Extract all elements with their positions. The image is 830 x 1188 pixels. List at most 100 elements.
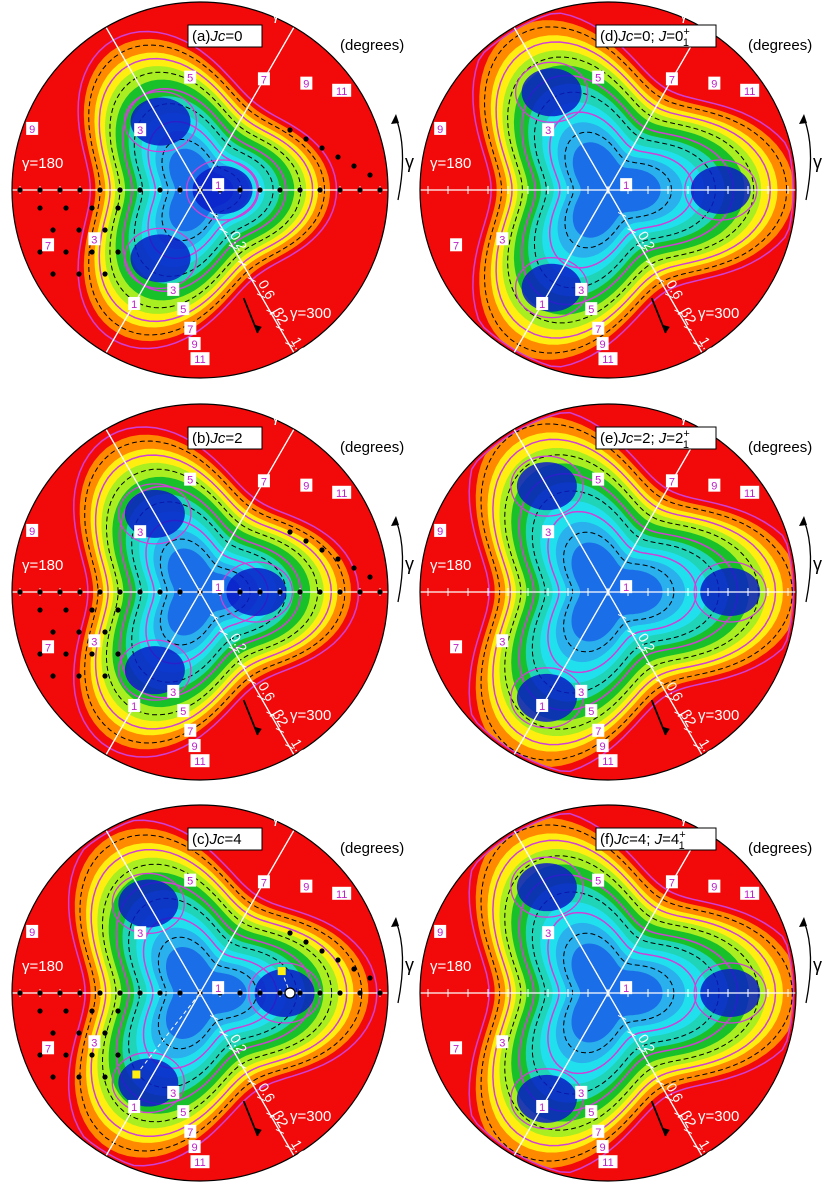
panel-d-radial-tick: [693, 342, 702, 348]
panel-a-grid-point: [76, 271, 82, 277]
panel-f-gamma-symbol: γ: [813, 955, 822, 975]
panel-c-gamma-arrowhead: [391, 917, 399, 927]
panel-f-contour-label-14: 9: [437, 927, 443, 939]
panel-d-title-j: J: [658, 28, 667, 45]
panel-f-contour-label-13-box: [450, 1041, 463, 1055]
panel-c-contour-label-8-box: [177, 1105, 190, 1119]
panel-e-beta-arrow: [650, 699, 667, 736]
panel-d-radial-tick: [683, 325, 693, 331]
panel-b-contour-label-3-box: [257, 474, 270, 488]
panel-c-marker: [277, 967, 286, 976]
panel-a-axis-point: [277, 187, 283, 193]
panel-c-gamma-arc: [395, 920, 404, 1004]
panel-a-gamma-arrowhead: [391, 114, 399, 124]
panel-c-contour-label-14-box: [26, 924, 39, 938]
panel-c-title-box: [187, 827, 263, 851]
panel-c-contour-label-5-box: [332, 886, 352, 900]
panel-c-grid-point: [115, 1008, 121, 1014]
panel-b-map: [12, 404, 388, 780]
panel-f-axis-gamma300: [508, 821, 708, 1165]
panel-b-axis-point: [17, 589, 23, 595]
panel-a-map: [12, 2, 388, 378]
panel-f-contour-label-0: 1: [623, 983, 629, 995]
panel-a-title: (a)Jc=0: [187, 24, 263, 48]
panel-b-label-gamma60: γ=60: [272, 409, 305, 426]
panel-b-beta-label: β2: [268, 707, 291, 730]
panel-d-title-sup: +: [683, 26, 689, 38]
panel-c-axis-point: [137, 990, 143, 996]
panel-b-radial-tick: [228, 646, 238, 652]
panel-f: 135 7 9111357911379γ=60γ=180γ=3000.20.61.0…: [419, 804, 822, 1182]
panel-f-title-box: [595, 827, 717, 851]
panel-a-contour-label-3-box: [257, 72, 270, 86]
panel-a-contour-label-13-box: [42, 238, 55, 252]
panel-d-beta-arrowhead: [662, 324, 670, 333]
panel-d-beta-arrow: [650, 297, 667, 334]
panel-c-radial-tick: [209, 1014, 219, 1020]
panel-a-grid-point: [351, 163, 357, 169]
panel-b-contour-label-14-box: [26, 523, 39, 537]
panel-e-contour-label-4-box: [708, 478, 721, 492]
panel-e-title-sup: +: [683, 428, 689, 440]
panel-b-grid-point: [319, 547, 325, 553]
panel-e-contour-label-9-box: [592, 723, 605, 737]
panel-e-contour-label-13-box: [450, 640, 463, 654]
panel-f-contour-label-6: 1: [539, 1102, 545, 1114]
panel-b-radial-tick: [285, 744, 294, 750]
panel-b-axis-point: [377, 589, 383, 595]
panel-e-title-j: J: [658, 430, 667, 447]
panel-b-axis-point: [37, 589, 43, 595]
panel-d-contour-label-14: 9: [437, 124, 443, 136]
panel-a-contour-label-0: 1: [215, 180, 221, 192]
panel-a-contour-label-5-box: [332, 83, 352, 97]
panel-c-contour-label-8: 5: [180, 1107, 186, 1119]
panel-d-contour-label-1-box: [542, 123, 555, 137]
panel-c-grid-point: [63, 1008, 69, 1014]
panel-f-title-jc: Jc: [613, 831, 630, 848]
panel-b-label-gamma180: γ=180: [22, 557, 63, 574]
panel-d-contour-label-5-box: [740, 83, 760, 97]
panel-b-contour-label-2-box: [184, 472, 197, 486]
panel-b-contour-label-1-box: [134, 525, 147, 539]
panel-f-contour-label-12: 3: [499, 1037, 505, 1049]
panel-b-axis-point: [257, 589, 263, 595]
panel-b-contour-label-0-box: [212, 580, 225, 594]
panel-c-grid-point: [37, 1052, 43, 1058]
panel-d-contour-label-2-box: [592, 70, 605, 84]
panel-f-degrees-label: (degrees): [748, 840, 812, 857]
panel-c-contour-label-4-box: [300, 879, 313, 893]
panel-b-grid-point: [115, 607, 121, 613]
panel-f-title: (f)Jc=4; J=4+ 1: [595, 827, 717, 852]
panel-e-title-jc: Jc: [617, 430, 634, 447]
panel-f-contour-label-12-box: [496, 1035, 509, 1049]
panel-d-contour-label-7-box: [575, 282, 588, 296]
panel-a-radial-tick: [219, 228, 228, 234]
panel-a-contour-label-2: 5: [187, 73, 193, 85]
panel-e-radial-tick: [683, 727, 693, 733]
panel-c-radial-tick: [275, 1128, 285, 1134]
panel-e-contour-label-2-box: [592, 472, 605, 486]
panel-f-title-j: J: [654, 831, 663, 848]
panel-b-grid-point: [63, 607, 69, 613]
panel-c-contour-label-14: 9: [29, 927, 35, 939]
panel-f-contour-label-2-box: [592, 873, 605, 887]
panel-b-grid-point: [89, 651, 95, 657]
panel-c-contour-label-13: 7: [45, 1043, 51, 1055]
panel-b-contour-label-8-box: [177, 704, 190, 718]
panel-b-contour-label-6: 1: [131, 701, 137, 713]
panel-c-title-jc: Jc: [209, 831, 226, 848]
panel-f-contour-label-1: 3: [545, 928, 551, 940]
panel-a-contour-label-10: 9: [192, 339, 198, 351]
panel-f-frame: [419, 804, 797, 1182]
panel-a-radial-tick: [238, 260, 247, 266]
panel-d-degrees-label: (degrees): [748, 37, 812, 54]
panel-e-contour-label-1: 3: [545, 527, 551, 539]
panel-d-frame: [419, 1, 797, 379]
panel-c-marker: [132, 1070, 141, 1079]
panel-e-contour-label-13: 7: [453, 642, 459, 654]
panel-d-label-gamma300: γ=300: [698, 305, 739, 322]
panel-d-contour-label-4: 9: [711, 79, 717, 91]
panel-d-radial-tick: [617, 211, 627, 217]
panel-c-axis-point: [257, 990, 263, 996]
